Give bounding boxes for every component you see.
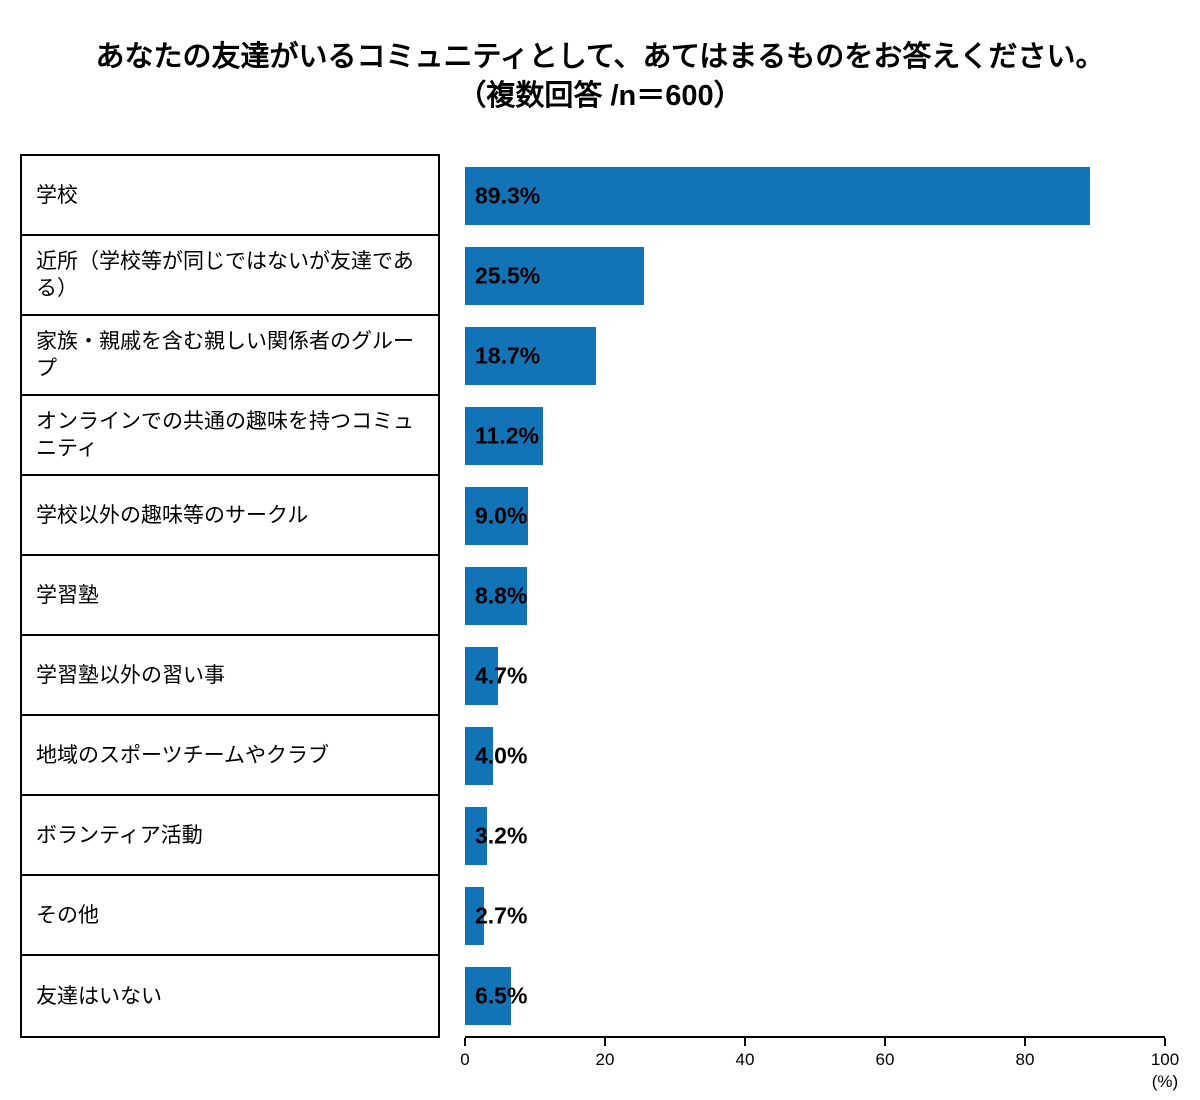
category-label-text: ボランティア活動 (36, 823, 203, 847)
bar (465, 967, 511, 1026)
bar-row: 6.5% (465, 956, 1165, 1036)
bars-container: 89.3% 25.5% 18.7% 11.2% 9.0% 8.8% 4.7% 4.0% 3.2%… (465, 156, 1165, 1036)
bar-row: 18.7% (465, 316, 1165, 396)
category-label: 学習塾 (22, 556, 438, 637)
category-label: 家族・親戚を含む親しい関係者のグループ (22, 316, 438, 397)
chart-title: あなたの友達がいるコミュニティとして、あてはまるものをお答えください。 （複数回… (0, 0, 1200, 116)
bar (465, 327, 596, 386)
category-label: その他 (22, 876, 438, 957)
axis-tick (604, 1038, 606, 1047)
category-label-text: 家族・親戚を含む親しい関係者のグループ (36, 329, 414, 381)
axis-tick-label: 60 (875, 1050, 895, 1070)
axis-tick (744, 1038, 746, 1047)
category-label: 友達はいない (22, 956, 438, 1036)
axis-tick-label: 80 (1015, 1050, 1035, 1070)
bar (465, 247, 644, 306)
category-label-text: 近所（学校等が同じではないが友達である） (36, 249, 414, 301)
axis-tick-label: 40 (735, 1050, 755, 1070)
bar-value-label: 25.5% (475, 262, 541, 289)
bar (465, 647, 498, 706)
axis-tick (1024, 1038, 1026, 1047)
bar-row: 89.3% (465, 156, 1165, 236)
category-label-text: 学習塾以外の習い事 (36, 663, 225, 687)
category-label: 近所（学校等が同じではないが友達である） (22, 236, 438, 317)
bar-value-label: 89.3% (475, 182, 541, 209)
category-label-text: 地域のスポーツチームやクラブ (36, 743, 329, 767)
bar-row: 8.8% (465, 556, 1165, 636)
bar-row: 4.0% (465, 716, 1165, 796)
bar-value-label: 4.0% (475, 742, 528, 769)
category-label-text: オンラインでの共通の趣味を持つコミュニティ (36, 409, 414, 461)
bar (465, 727, 493, 786)
category-label: オンラインでの共通の趣味を持つコミュニティ (22, 396, 438, 477)
bar-chart: 学校近所（学校等が同じではないが友達である） 家族・親戚を含む親しい関係者のグルー… (0, 154, 1200, 1098)
axis-tick-label: 20 (595, 1050, 615, 1070)
bar-value-label: 2.7% (475, 902, 528, 929)
bar-value-label: 4.7% (475, 662, 528, 689)
chart-title-line1: あなたの友達がいるコミュニティとして、あてはまるものをお答えください。 (95, 41, 1105, 73)
category-table: 学校近所（学校等が同じではないが友達である） 家族・親戚を含む親しい関係者のグルー… (20, 154, 440, 1039)
bar-value-label: 11.2% (475, 422, 539, 449)
category-label-text: 友達はいない (36, 984, 162, 1008)
bar-row: 3.2% (465, 796, 1165, 876)
bar-row: 2.7% (465, 876, 1165, 956)
bar (465, 167, 1091, 226)
category-label-text: 学校以外の趣味等のサークル (36, 503, 309, 527)
bar-row: 9.0% (465, 476, 1165, 556)
plot-area: 89.3% 25.5% 18.7% 11.2% 9.0% 8.8% 4.7% 4.0% 3.2%… (460, 154, 1179, 1098)
axis-tick (1164, 1038, 1166, 1047)
category-label-text: その他 (36, 903, 99, 927)
category-label: 学校 (22, 156, 438, 237)
x-axis: 0 20 40 60 80 100 (%) (460, 1036, 1179, 1098)
bar-value-label: 3.2% (475, 822, 528, 849)
axis-tick-label: 0 (460, 1050, 470, 1070)
bar (465, 407, 544, 466)
category-label: 地域のスポーツチームやクラブ (22, 716, 438, 797)
category-label-text: 学校 (36, 183, 78, 207)
category-label: 学校以外の趣味等のサークル (22, 476, 438, 557)
bar-value-label: 6.5% (475, 982, 528, 1009)
axis-tick (464, 1038, 466, 1047)
axis-tick-label: 100 (1150, 1050, 1180, 1070)
bar-value-label: 8.8% (475, 582, 528, 609)
bar-row: 4.7% (465, 636, 1165, 716)
category-label-text: 学習塾 (36, 583, 99, 607)
bar (465, 487, 528, 546)
bar (465, 567, 527, 626)
bar (465, 887, 484, 946)
category-label: ボランティア活動 (22, 796, 438, 877)
category-label: 学習塾以外の習い事 (22, 636, 438, 717)
chart-title-line2: （複数回答 /n＝600） (457, 80, 743, 113)
bar-value-label: 9.0% (475, 502, 528, 529)
bar-row: 11.2% (465, 396, 1165, 476)
bar-row: 25.5% (465, 236, 1165, 316)
bar-value-label: 18.7% (475, 342, 541, 369)
axis-tick (884, 1038, 886, 1047)
bar (465, 807, 488, 866)
axis-unit-label: (%) (1151, 1072, 1179, 1092)
